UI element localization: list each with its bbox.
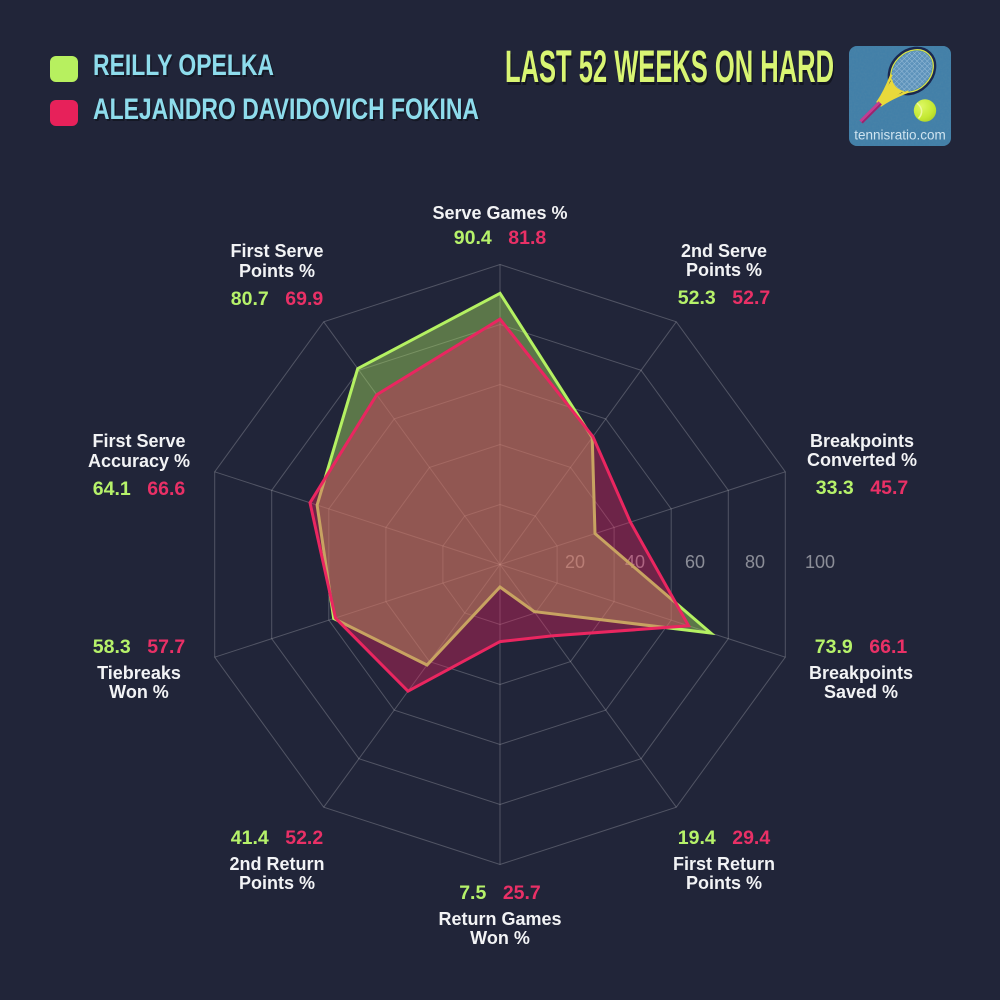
- svg-text:tennisratio.com: tennisratio.com: [854, 128, 946, 143]
- svg-text:40: 40: [625, 552, 645, 572]
- svg-text:60: 60: [685, 552, 705, 572]
- svg-text:100: 100: [805, 552, 835, 572]
- svg-text:80: 80: [745, 552, 765, 572]
- svg-text:20: 20: [565, 552, 585, 572]
